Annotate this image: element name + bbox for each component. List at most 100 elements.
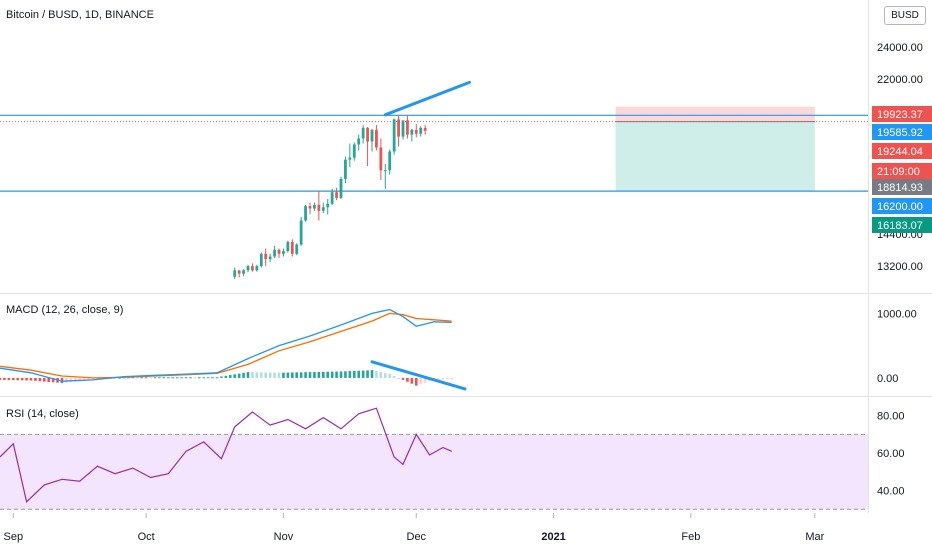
macd-histogram-bar bbox=[437, 377, 440, 380]
candle bbox=[401, 120, 405, 137]
price-tick-label: 24000.00 bbox=[877, 42, 923, 54]
candle bbox=[295, 244, 299, 254]
candle bbox=[264, 253, 268, 260]
price-axis-label: 19923.37 bbox=[877, 109, 923, 121]
price-axis-label: 19244.04 bbox=[877, 146, 923, 158]
candle bbox=[268, 256, 272, 260]
price-axis-label-bg bbox=[872, 198, 932, 214]
macd-histogram-bar bbox=[87, 377, 90, 381]
macd-histogram-bar bbox=[251, 372, 254, 378]
macd-histogram-bar bbox=[299, 372, 303, 378]
macd-histogram-bar bbox=[42, 377, 46, 382]
currency-scale-button[interactable]: BUSD bbox=[884, 6, 926, 25]
macd-histogram-bar bbox=[73, 377, 77, 382]
macd-histogram-bar bbox=[202, 377, 206, 379]
macd-histogram-bar bbox=[397, 377, 400, 379]
macd-histogram-bar bbox=[388, 374, 392, 378]
candle bbox=[330, 192, 334, 204]
price-axis-label: 19585.92 bbox=[877, 127, 923, 139]
macd-histogram-bar bbox=[184, 377, 188, 379]
price-axis-label-bg bbox=[872, 106, 932, 122]
price-axis-label: 21:09:00 bbox=[877, 166, 920, 178]
macd-histogram-bar bbox=[308, 372, 312, 378]
macd-histogram-bar bbox=[211, 377, 214, 379]
rsi-tick-label: 40.00 bbox=[877, 486, 905, 498]
time-tick-label: Mar bbox=[805, 531, 824, 543]
candle bbox=[255, 266, 259, 271]
candle bbox=[321, 207, 325, 211]
macd-histogram-bar bbox=[38, 377, 42, 382]
macd-title: MACD (12, 26, close, 9) bbox=[6, 304, 124, 316]
macd-histogram-bar bbox=[401, 377, 405, 380]
macd-histogram-bar bbox=[215, 377, 219, 379]
macd-trendline bbox=[370, 360, 467, 391]
rsi-band bbox=[0, 434, 868, 510]
macd-histogram-bar bbox=[335, 371, 338, 378]
candle bbox=[357, 138, 361, 145]
macd-histogram-bar bbox=[282, 372, 285, 378]
macd-histogram-bar bbox=[352, 370, 356, 378]
candle bbox=[251, 266, 254, 271]
candle bbox=[397, 119, 400, 137]
macd-histogram-bar bbox=[264, 372, 268, 378]
macd-histogram-bar bbox=[375, 371, 378, 378]
candle bbox=[388, 151, 392, 171]
price-axis-label-bg bbox=[872, 143, 932, 159]
time-tick-label: Nov bbox=[274, 531, 294, 543]
candle bbox=[383, 170, 387, 172]
macd-histogram-bar bbox=[441, 377, 445, 380]
candle bbox=[242, 270, 245, 274]
price-trendline bbox=[383, 80, 471, 117]
macd-histogram-bar bbox=[34, 377, 37, 381]
time-tick-label: Sep bbox=[3, 531, 23, 543]
candle bbox=[282, 251, 285, 254]
macd-tick-label: 0.00 bbox=[877, 373, 898, 385]
time-tick-label: Dec bbox=[407, 531, 427, 543]
macd-histogram-bar bbox=[91, 377, 95, 380]
rsi-tick-label: 60.00 bbox=[877, 448, 905, 460]
macd-histogram-bar bbox=[370, 370, 374, 378]
price-axis-label-bg bbox=[872, 163, 932, 179]
macd-histogram-bar bbox=[259, 372, 263, 378]
candle bbox=[344, 159, 347, 179]
macd-histogram-bar bbox=[344, 371, 347, 378]
candle bbox=[335, 192, 338, 198]
candle bbox=[423, 127, 427, 131]
macd-histogram-bar bbox=[357, 370, 361, 378]
macd-histogram-bar bbox=[379, 372, 383, 378]
macd-histogram-bar bbox=[277, 372, 281, 378]
candle bbox=[237, 270, 241, 274]
macd-histogram-bar bbox=[158, 377, 161, 379]
macd-histogram-bar bbox=[290, 372, 294, 378]
macd-histogram-bar bbox=[361, 370, 365, 378]
macd-histogram-bar bbox=[237, 373, 241, 378]
candle bbox=[304, 206, 307, 221]
macd-histogram-bar bbox=[65, 377, 68, 383]
candle bbox=[379, 147, 383, 171]
macd-histogram-bar bbox=[25, 377, 28, 381]
macd-histogram-bar bbox=[392, 375, 396, 378]
macd-histogram-bar bbox=[180, 377, 183, 379]
candle bbox=[246, 266, 250, 271]
position-stop-zone bbox=[615, 106, 815, 122]
macd-histogram-bar bbox=[78, 377, 82, 382]
price-axis-label: 16183.07 bbox=[877, 220, 923, 232]
price-axis-label-bg bbox=[872, 124, 932, 140]
macd-histogram-bar bbox=[3, 377, 6, 380]
macd-histogram-bar bbox=[295, 372, 299, 378]
macd-histogram-bar bbox=[321, 371, 325, 378]
candle bbox=[317, 204, 321, 211]
macd-histogram-bar bbox=[206, 377, 210, 379]
macd-histogram-bar bbox=[69, 377, 73, 383]
candle bbox=[370, 129, 374, 142]
macd-histogram-bar bbox=[419, 377, 423, 385]
macd-histogram-bar bbox=[113, 377, 117, 379]
macd-histogram-bar bbox=[268, 372, 272, 378]
macd-histogram-bar bbox=[153, 377, 157, 379]
price-axis-label: 16200.00 bbox=[877, 201, 923, 213]
macd-histogram-bar bbox=[255, 372, 259, 378]
macd-histogram-bar bbox=[96, 377, 99, 380]
candle bbox=[326, 203, 330, 208]
position-target-zone bbox=[615, 121, 815, 192]
